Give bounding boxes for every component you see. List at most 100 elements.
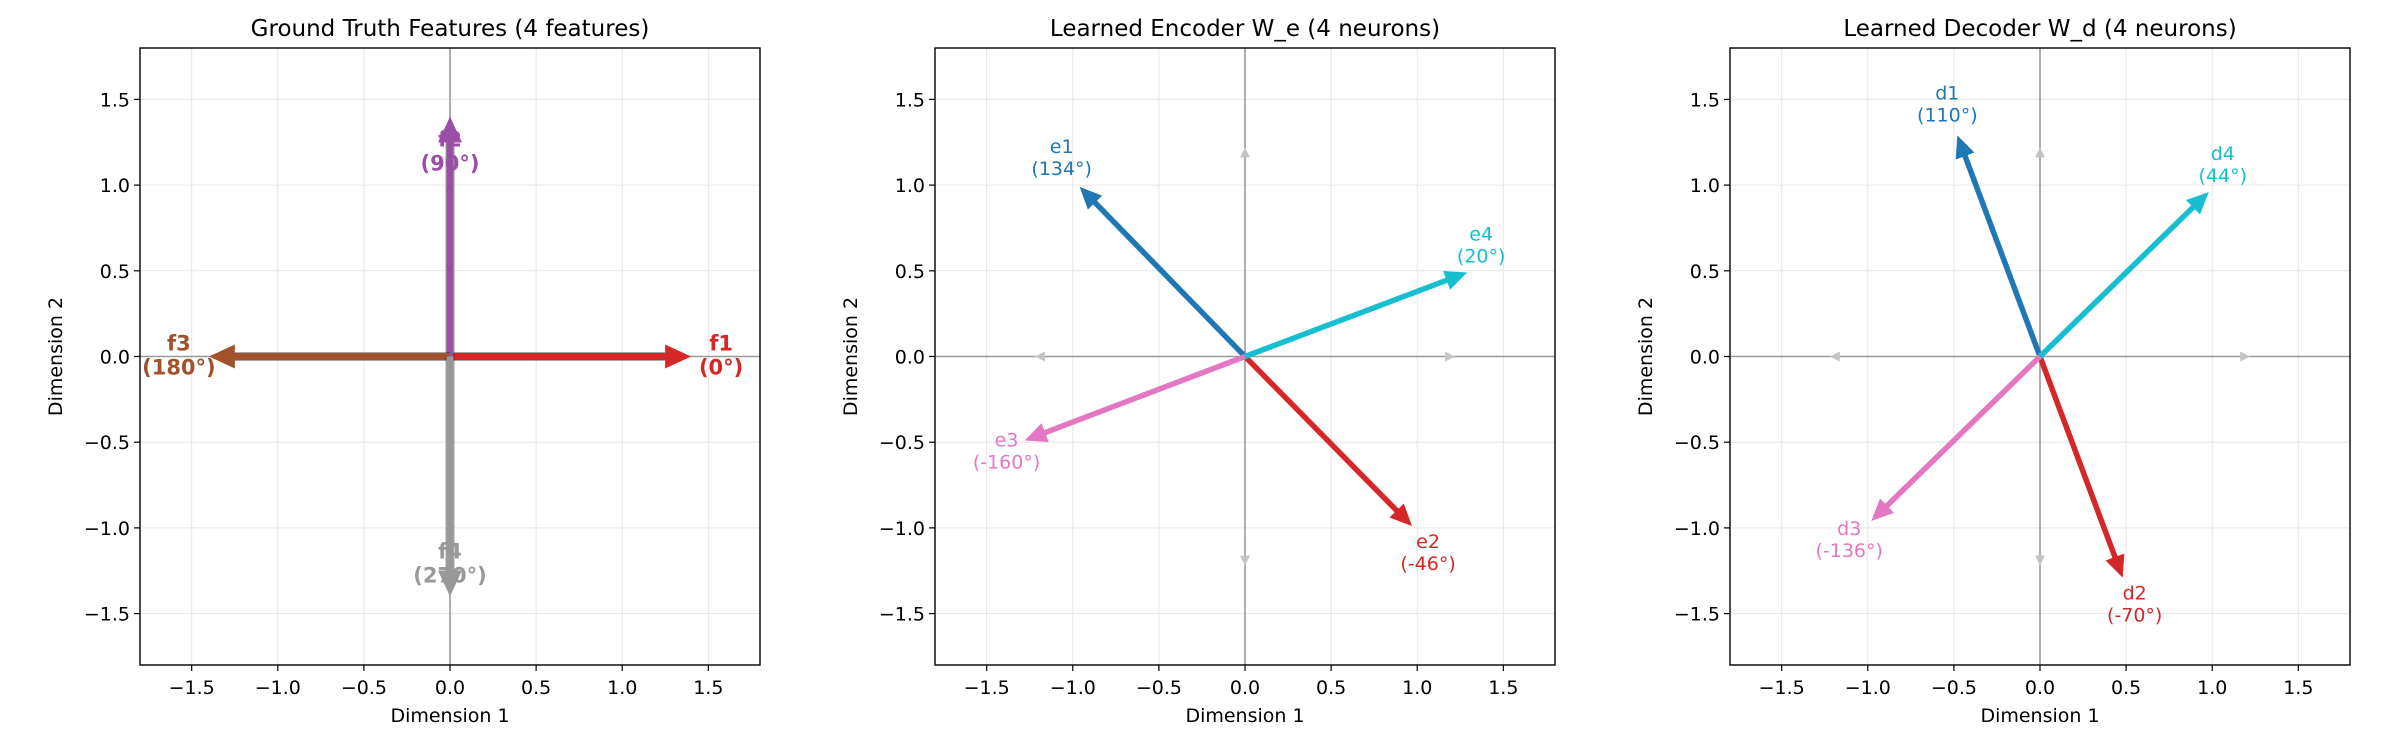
vector-name: d1 <box>1935 82 1959 104</box>
vector-angle: (-46°) <box>1400 553 1455 575</box>
y-tick-label: −1.0 <box>84 518 130 540</box>
y-tick-label: 0.0 <box>895 347 925 369</box>
y-tick-label: 1.5 <box>895 89 925 111</box>
y-tick-label: 1.5 <box>100 89 130 111</box>
vector-arrowhead <box>1389 503 1413 527</box>
vector-angle: (44°) <box>2199 165 2248 187</box>
vector-e1 <box>1079 186 1247 359</box>
vector-e2 <box>1243 354 1413 527</box>
vector-shaft <box>1961 153 2043 358</box>
vector-shaft <box>1883 354 2042 510</box>
vector-angle: (110°) <box>1917 104 1978 126</box>
reference-arrowhead <box>2240 351 2251 362</box>
vector-angle: (270°) <box>413 563 487 587</box>
y-tick-label: −1.5 <box>1674 604 1720 626</box>
vector-angle: (0°) <box>699 356 743 380</box>
x-tick-label: 0.5 <box>521 677 551 699</box>
vector-angle: (20°) <box>1457 246 1506 268</box>
reference-arrowhead <box>1034 351 1045 362</box>
vector-arrowhead <box>1871 498 1894 522</box>
vector-arrowhead <box>438 116 462 143</box>
y-tick-label: 1.0 <box>895 175 925 197</box>
y-tick-label: 0.0 <box>100 347 130 369</box>
x-tick-label: −0.5 <box>1136 677 1182 699</box>
x-tick-label: −1.0 <box>1845 677 1891 699</box>
x-axis-label: Dimension 1 <box>1185 705 1304 727</box>
x-tick-label: 1.5 <box>2283 677 2313 699</box>
vector-f4 <box>438 356 462 597</box>
vector-label: d2 (-70°) <box>2107 583 2162 627</box>
vector-arrowhead <box>2186 191 2209 215</box>
x-tick-label: −1.5 <box>964 677 1010 699</box>
vector-name: e2 <box>1416 531 1440 553</box>
vector-name: e4 <box>1469 224 1493 246</box>
vector-name: d2 <box>2123 583 2147 605</box>
y-tick-label: −1.0 <box>1674 518 1720 540</box>
chart-panel-3: d1 (110°) d2 (-70°) d3 (-136°) d4 (44°) −1.5 −1.0… <box>1635 16 2351 727</box>
vector-d4 <box>2038 191 2209 359</box>
reference-arrowhead <box>2035 555 2045 566</box>
vector-label: f1 (0°) <box>699 332 743 380</box>
vector-name: e1 <box>1050 136 1074 158</box>
vector-f3 <box>208 344 450 369</box>
vector-shaft <box>1243 354 1400 514</box>
x-tick-label: −1.5 <box>169 677 215 699</box>
vector-label: d3 (-136°) <box>1815 518 1882 562</box>
vector-label: f3 (180°) <box>142 332 216 380</box>
vector-f2 <box>438 116 462 357</box>
vector-arrowhead <box>1024 423 1049 442</box>
y-tick-label: 0.0 <box>1690 347 1720 369</box>
vector-name: f1 <box>709 332 733 356</box>
x-tick-label: 0.0 <box>435 677 465 699</box>
vector-arrowhead <box>2105 553 2125 578</box>
vector-label: e3 (-160°) <box>973 429 1040 473</box>
x-tick-label: 1.0 <box>2197 677 2227 699</box>
vector-name: d3 <box>1837 518 1861 540</box>
y-axis-label: Dimension 2 <box>840 297 862 416</box>
x-tick-label: −1.0 <box>1050 677 1096 699</box>
y-tick-label: 1.0 <box>100 175 130 197</box>
y-tick-label: 1.0 <box>1690 175 1720 197</box>
reference-arrowhead <box>1829 351 1840 362</box>
y-tick-label: −1.5 <box>879 604 925 626</box>
chart-panel-1: f1 (0°) f2 (90°) f3 (180°) f4 (270°) −1.5 −1.0 −0.… <box>45 16 761 727</box>
y-tick-label: 1.5 <box>1690 89 1720 111</box>
reference-arrowhead <box>2035 147 2045 158</box>
y-tick-label: −0.5 <box>84 432 130 454</box>
y-tick-label: 0.5 <box>1690 261 1720 283</box>
x-axis-label: Dimension 1 <box>390 705 509 727</box>
vector-arrowhead <box>665 344 692 369</box>
vector-label: d1 (110°) <box>1917 82 1978 126</box>
vector-e4 <box>1244 270 1468 360</box>
x-tick-label: −0.5 <box>1931 677 1977 699</box>
x-axis-label: Dimension 1 <box>1980 705 2099 727</box>
vector-name: f2 <box>438 128 462 152</box>
x-tick-label: 1.5 <box>693 677 723 699</box>
y-tick-label: −0.5 <box>1674 432 1720 454</box>
reference-arrowhead <box>1445 351 1456 362</box>
vector-label: e4 (20°) <box>1457 224 1506 268</box>
vector-shaft <box>2037 355 2119 560</box>
chart-title: Ground Truth Features (4 features) <box>251 16 650 42</box>
x-tick-label: 0.5 <box>1316 677 1346 699</box>
x-tick-label: 1.5 <box>1488 677 1518 699</box>
vector-arrowhead <box>208 344 235 369</box>
vector-label: d4 (44°) <box>2199 143 2248 187</box>
vector-angle: (180°) <box>142 356 216 380</box>
vector-arrowhead <box>1079 186 1103 210</box>
vector-angle: (-160°) <box>973 451 1040 473</box>
x-tick-label: 1.0 <box>1402 677 1432 699</box>
x-tick-label: −1.0 <box>255 677 301 699</box>
x-tick-label: −1.5 <box>1759 677 1805 699</box>
y-tick-label: 0.5 <box>100 261 130 283</box>
reference-arrowhead <box>1240 555 1250 566</box>
vector-angle: (134°) <box>1031 158 1092 180</box>
y-tick-label: −1.5 <box>84 604 130 626</box>
vector-label: e2 (-46°) <box>1400 531 1455 575</box>
vector-shaft <box>1042 353 1246 436</box>
vector-name: f3 <box>167 332 191 356</box>
x-tick-label: 1.0 <box>607 677 637 699</box>
vector-angle: (-70°) <box>2107 605 2162 627</box>
vector-name: f4 <box>438 539 462 563</box>
